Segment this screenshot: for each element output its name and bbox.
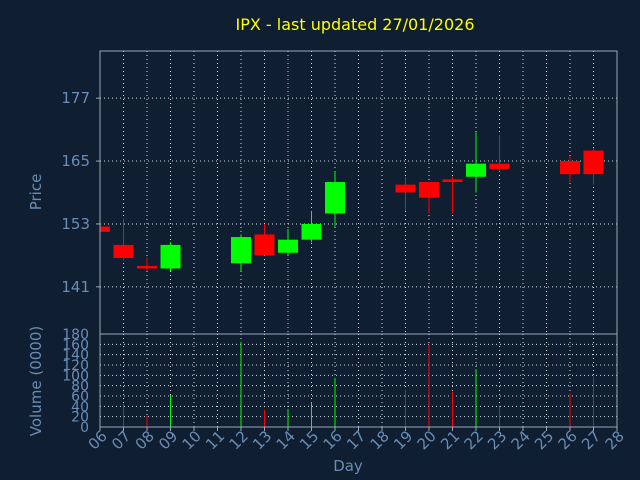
price-axis-label: Price — [27, 174, 45, 211]
candle-23 — [489, 134, 510, 172]
candle-15 — [301, 210, 322, 243]
candle-body-13 — [254, 234, 275, 256]
candle-21 — [442, 176, 463, 214]
candle-07 — [113, 218, 134, 261]
volume-tick-60: 60 — [71, 389, 89, 405]
candle-body-15 — [301, 223, 322, 240]
volume-tick-120: 120 — [62, 358, 89, 374]
candle-body-16 — [325, 182, 345, 214]
price-tick-153: 153 — [61, 215, 90, 233]
volume-bars — [123, 341, 594, 427]
volume-tick-160: 160 — [62, 337, 89, 353]
candle-body-26 — [560, 161, 580, 175]
volume-tick-20: 20 — [71, 410, 89, 426]
candle-body-07 — [113, 244, 134, 259]
volume-tick-0: 0 — [80, 420, 89, 436]
candle-20 — [419, 182, 439, 214]
candle-body-20 — [419, 182, 439, 198]
volume-tick-80: 80 — [71, 379, 89, 395]
volume-axis-label: Volume (0000) — [27, 326, 45, 436]
price-tick-165: 165 — [61, 152, 90, 170]
volume-tick-100: 100 — [62, 368, 89, 384]
chart-title: IPX - last updated 27/01/2026 — [235, 15, 474, 34]
price-tick-labels: 177 165 153 141 — [61, 89, 100, 296]
candle-09 — [160, 242, 181, 272]
volume-tick-180: 180 — [62, 327, 89, 343]
candle-27 — [583, 147, 604, 185]
price-tick-177: 177 — [61, 89, 90, 107]
candle-body-14 — [278, 239, 298, 253]
candle-22 — [466, 132, 486, 193]
volume-tick-40: 40 — [71, 399, 89, 415]
candle-13 — [254, 223, 275, 256]
candle-08 — [137, 258, 157, 272]
candle-body-21 — [442, 179, 463, 183]
candle-body-06 — [100, 226, 110, 232]
candle-26 — [560, 155, 580, 183]
candle-body-19 — [395, 184, 416, 193]
candle-16 — [325, 171, 345, 227]
candle-14 — [278, 229, 298, 256]
candle-body-23 — [489, 163, 510, 169]
volume-tick-140: 140 — [62, 348, 89, 364]
x-tick-labels: 0607080910111213141516171819202122232425… — [85, 427, 628, 453]
candle-body-27 — [583, 150, 604, 175]
candle-19 — [395, 176, 416, 211]
candle-12 — [231, 234, 251, 272]
x-axis-label: Day — [333, 457, 363, 475]
candle-body-08 — [137, 265, 157, 269]
candle-body-09 — [160, 244, 181, 269]
candles — [99, 132, 604, 272]
candle-body-22 — [466, 163, 486, 177]
price-tick-141: 141 — [61, 278, 90, 296]
candle-body-12 — [231, 237, 251, 264]
